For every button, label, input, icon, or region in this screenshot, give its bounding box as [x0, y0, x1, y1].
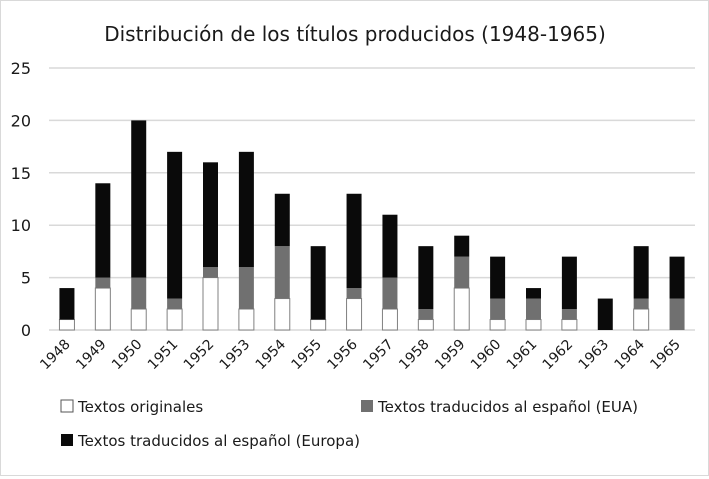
bar-segment-originales: [274, 298, 291, 331]
legend-label: Textos traducidos al español (Europa): [77, 432, 360, 450]
bar-segment-originales: [561, 319, 578, 331]
bar-segment-eua: [167, 298, 183, 310]
legend-swatch: [361, 400, 373, 412]
x-tick-label: 1965: [647, 337, 684, 374]
bar-segment-originales: [310, 319, 327, 331]
bar-segment-originales: [489, 319, 506, 331]
bar-segment-originales: [633, 308, 650, 331]
x-tick-label: 1954: [253, 336, 290, 373]
x-tick-label: 1956: [324, 336, 361, 373]
bar-segment-eua: [454, 256, 470, 289]
bar-segment-eua: [418, 309, 434, 320]
bar-segment-eua: [561, 309, 577, 320]
bar-segment-europa: [597, 298, 613, 330]
chart-title: Distribución de los títulos producidos (…: [104, 22, 606, 46]
y-tick-label: 0: [21, 321, 31, 340]
x-tick-label: 1960: [468, 337, 505, 374]
x-tick-label: 1953: [217, 337, 254, 374]
bar-segment-europa: [561, 256, 577, 310]
bar-segment-europa: [59, 288, 75, 320]
x-tick-label: 1948: [37, 337, 74, 374]
x-tick-label: 1959: [432, 337, 469, 374]
x-tick-label: 1949: [73, 337, 110, 374]
x-tick-label: 1955: [288, 337, 325, 374]
bar-segment-originales: [130, 308, 147, 331]
bar-segment-europa: [418, 246, 434, 310]
legend-swatch: [60, 399, 74, 413]
bar-segment-europa: [526, 288, 541, 299]
x-tick-label: 1957: [360, 337, 397, 374]
bar-segment-europa: [131, 120, 147, 278]
x-tick-label: 1958: [396, 337, 433, 374]
bar-segment-originales: [58, 319, 75, 331]
bar-segment-originales: [346, 298, 363, 331]
y-tick-label: 20: [11, 111, 31, 130]
bar-segment-europa: [238, 151, 254, 268]
x-tick-label: 1950: [109, 337, 146, 374]
x-tick-label: 1952: [181, 337, 218, 374]
bar-segment-eua: [346, 288, 362, 299]
bar-segment-europa: [167, 151, 183, 299]
bar-segment-europa: [95, 183, 111, 278]
bar-segment-originales: [453, 287, 470, 331]
bar-segment-eua: [131, 277, 147, 310]
bar-segment-europa: [274, 193, 290, 247]
bar-segment-europa: [490, 256, 506, 299]
x-tick-label: 1962: [540, 337, 577, 374]
bar-segment-originales: [166, 308, 183, 331]
bar-segment-europa: [633, 246, 649, 299]
bar-segment-europa: [382, 214, 398, 278]
bar-segment-europa: [310, 246, 326, 320]
bar-segment-originales: [238, 308, 255, 331]
bar-segment-eua: [238, 267, 254, 310]
bar-segment-originales: [417, 319, 434, 331]
y-tick-label: 10: [11, 216, 31, 235]
bar-segment-eua: [382, 277, 398, 310]
bar-segment-eua: [95, 277, 111, 289]
x-tick-label: 1961: [504, 337, 541, 374]
legend-label: Textos traducidos al español (EUA): [377, 398, 638, 416]
bar-segment-originales: [381, 308, 398, 331]
bar-segment-europa: [203, 162, 218, 268]
bar-segment-eua: [203, 267, 218, 278]
bar-segment-originales: [202, 277, 219, 331]
y-tick-label: 15: [11, 164, 31, 183]
bar-segment-europa: [669, 256, 685, 299]
y-tick-label: 25: [11, 59, 31, 78]
bar-segment-eua: [669, 298, 685, 330]
bar-segment-europa: [346, 193, 362, 289]
x-tick-label: 1964: [611, 336, 648, 373]
bar-segment-eua: [274, 246, 290, 299]
y-tick-label: 5: [21, 269, 31, 288]
legend-swatch: [61, 434, 73, 446]
bar-segment-originales: [94, 287, 111, 331]
bar-segment-eua: [490, 298, 506, 320]
bar-segment-eua: [633, 298, 649, 310]
x-tick-label: 1963: [576, 337, 613, 374]
bar-segment-originales: [525, 319, 542, 331]
x-tick-label: 1951: [145, 337, 182, 374]
bar-segment-eua: [526, 298, 541, 320]
bar-segment-europa: [454, 235, 470, 257]
legend-label: Textos originales: [77, 398, 203, 416]
